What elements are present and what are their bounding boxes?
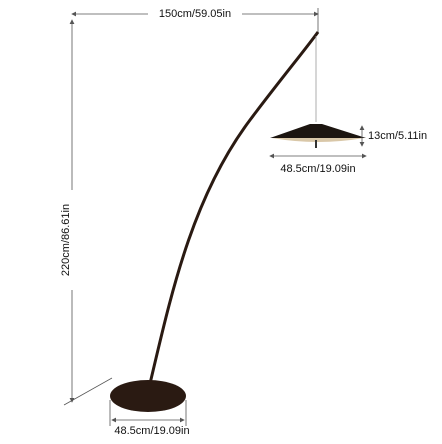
lamp-shade <box>270 124 366 138</box>
height-label: 220cm/86.61in <box>60 204 72 276</box>
lamp-arm <box>146 31 320 393</box>
label-bg <box>58 190 76 290</box>
base-extension <box>63 377 113 406</box>
label-bg <box>148 6 242 22</box>
lamp-base <box>110 380 186 412</box>
width-label: 150cm/59.05in <box>159 8 231 20</box>
base-diameter-label: 48.5cm/19.09in <box>114 425 189 437</box>
shade-height-label: 13cm/5.11in <box>368 130 427 142</box>
shade-diameter-label: 48.5cm/19.09in <box>280 163 355 175</box>
shade-glow <box>272 138 364 142</box>
